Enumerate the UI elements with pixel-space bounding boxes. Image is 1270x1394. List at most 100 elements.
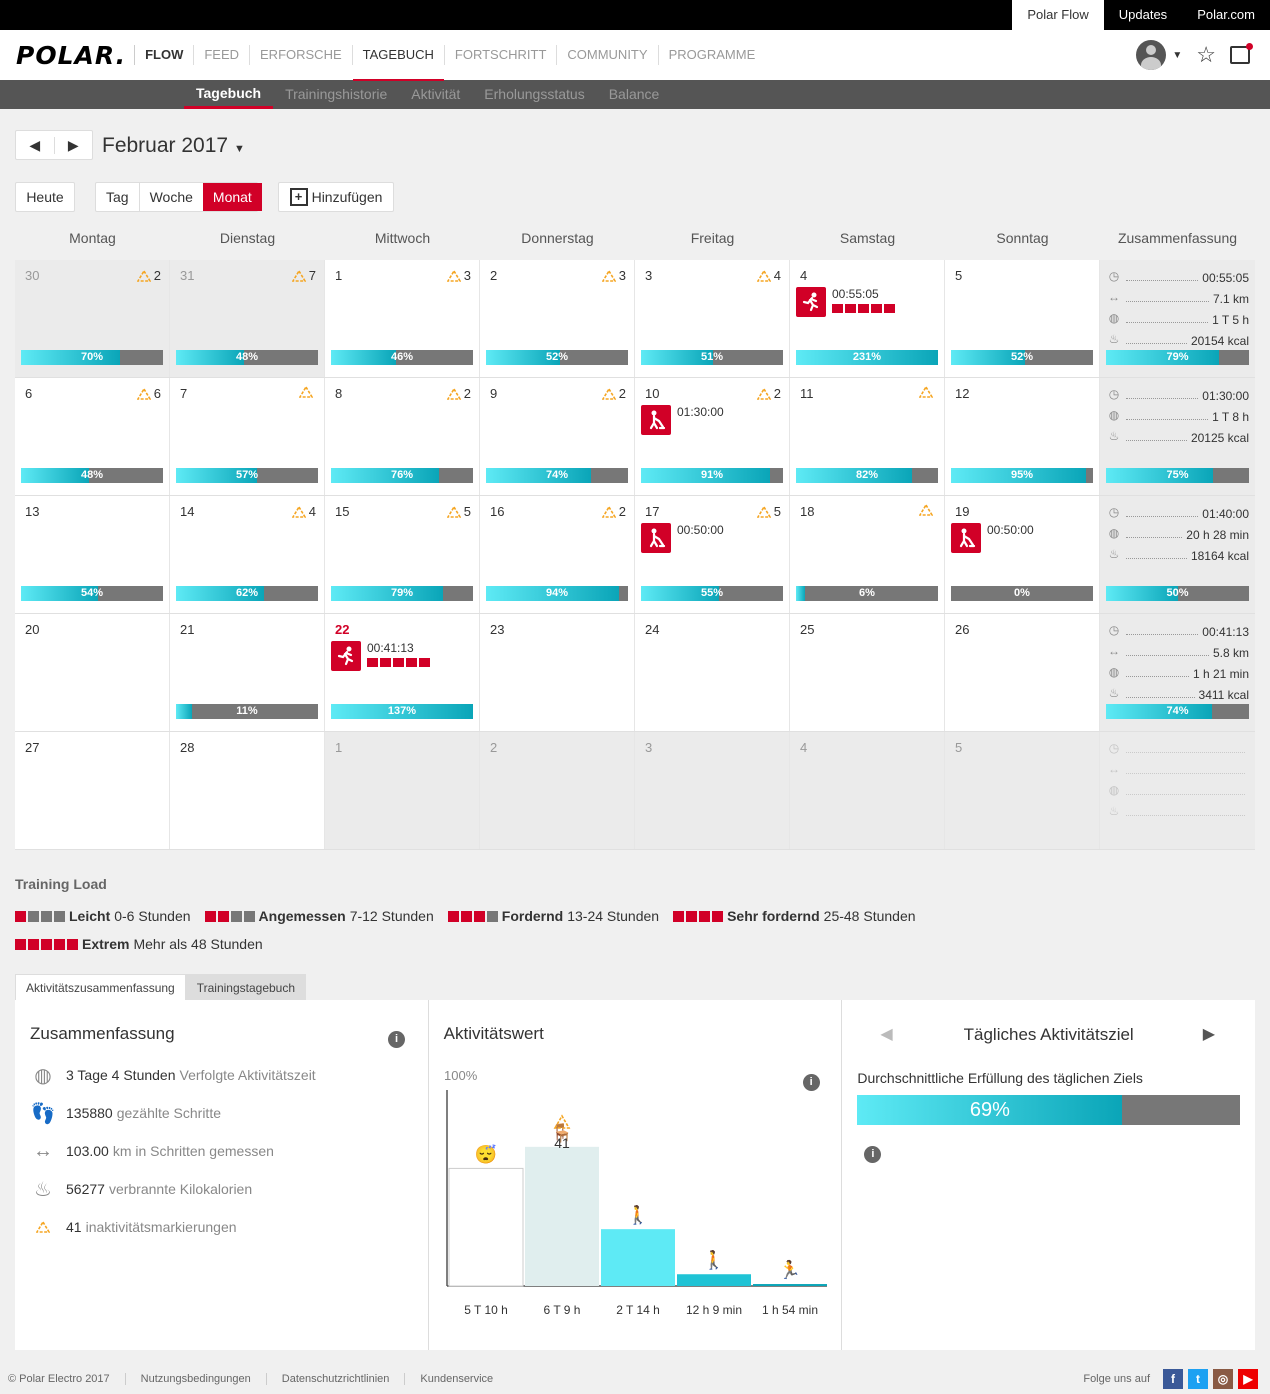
calendar-day[interactable]: 28 xyxy=(170,732,325,849)
view-day-button[interactable]: Tag xyxy=(106,189,129,205)
view-week-button[interactable]: Woche xyxy=(138,183,203,211)
nav-fortschritt[interactable]: FORTSCHRITT xyxy=(443,45,556,65)
hockey-icon xyxy=(641,523,671,553)
legend-level: Fordernd xyxy=(501,908,564,924)
day-number: 21 xyxy=(180,622,195,637)
calendar-day[interactable]: 3 4 51% xyxy=(635,260,790,377)
summary-item: 👣 135880 gezählte Schritte xyxy=(30,1094,316,1132)
next-month-button[interactable]: ▶ xyxy=(67,136,79,153)
training-load-legend: Training Load Leicht 0-6 Stunden Angemesse… xyxy=(15,876,1255,958)
notifications-icon[interactable] xyxy=(1230,43,1253,64)
calendar-day[interactable]: 3 xyxy=(635,732,790,849)
prev-month-button[interactable]: ◀ xyxy=(16,136,55,154)
training-session[interactable]: 00:50:00 xyxy=(951,523,1034,553)
subnav-aktivitaet[interactable]: Aktivität xyxy=(411,86,461,102)
calendar-day[interactable]: 21 11% xyxy=(170,614,325,731)
calendar-day[interactable]: 6 6 48% xyxy=(15,378,170,495)
subnav-trainingshistorie[interactable]: Trainingshistorie xyxy=(285,86,388,102)
calendar-day[interactable]: 12 95% xyxy=(945,378,1100,495)
nav-community[interactable]: COMMUNITY xyxy=(556,45,657,65)
calendar-day[interactable]: 1 xyxy=(325,732,480,849)
activity-bar-label: 2 T 14 h xyxy=(616,1303,660,1317)
flame-icon: ♨ xyxy=(1108,429,1120,443)
next-goal-button[interactable]: ▶ xyxy=(1202,1026,1216,1043)
training-session[interactable]: 01:30:00 xyxy=(641,405,724,435)
calendar-day[interactable]: 7 57% xyxy=(170,378,325,495)
calendar-day[interactable]: 26 xyxy=(945,614,1100,731)
inactivity-count: 2 xyxy=(618,504,626,519)
nav-erforsche[interactable]: ERFORSCHE xyxy=(249,45,352,65)
facebook-icon[interactable]: f xyxy=(1163,1369,1183,1389)
calendar-day[interactable]: 4 xyxy=(790,732,945,849)
calendar-day[interactable]: 9 2 74% xyxy=(480,378,635,495)
user-menu[interactable]: ▼ xyxy=(1136,40,1182,70)
training-session[interactable]: 00:50:00 xyxy=(641,523,724,553)
star-icon[interactable]: ☆ xyxy=(1196,42,1216,67)
calendar-day[interactable]: 11 82% xyxy=(790,378,945,495)
calendar-day[interactable]: 2 xyxy=(480,732,635,849)
youtube-icon[interactable]: ▶ xyxy=(1238,1369,1258,1389)
terms-link[interactable]: Nutzungsbedingungen xyxy=(124,1373,266,1385)
calendar-day[interactable]: 19 00:50:00 0% xyxy=(945,496,1100,613)
calendar-day[interactable]: 25 xyxy=(790,614,945,731)
tab-trainingstagebuch[interactable]: Trainingstagebuch xyxy=(185,974,307,1003)
privacy-link[interactable]: Datenschutzrichtlinien xyxy=(265,1373,405,1385)
calendar-day[interactable]: 30 2 70% xyxy=(15,260,170,377)
flow-brand-link[interactable]: FLOW xyxy=(134,45,193,65)
day-number: 2 xyxy=(490,740,498,755)
nav-programme[interactable]: PROGRAMME xyxy=(657,45,766,65)
info-icon[interactable]: i xyxy=(388,1031,405,1048)
subnav-balance[interactable]: Balance xyxy=(608,86,660,102)
subnav-erholungsstatus[interactable]: Erholungsstatus xyxy=(484,86,585,102)
summary-value: 1 h 21 min xyxy=(1192,667,1249,681)
calendar-day[interactable]: 17 5 00:50:00 55% xyxy=(635,496,790,613)
prev-goal-button[interactable]: ◀ xyxy=(880,1026,893,1043)
avatar[interactable] xyxy=(1136,40,1167,70)
view-month-button[interactable]: Monat xyxy=(202,183,262,211)
calendar-day[interactable]: 5 52% xyxy=(945,260,1100,377)
info-icon[interactable]: i xyxy=(864,1146,882,1163)
calendar-day[interactable]: 23 xyxy=(480,614,635,731)
calendar-day[interactable]: 27 xyxy=(15,732,170,849)
instagram-icon[interactable]: ◎ xyxy=(1213,1369,1233,1389)
legend-level: Sehr fordernd xyxy=(727,908,820,924)
distance-icon: ↔ xyxy=(33,1139,53,1162)
calendar-day[interactable]: 4 00:55:05 231% xyxy=(790,260,945,377)
updates-link[interactable]: Updates xyxy=(1118,7,1168,22)
polar-logo[interactable]: POLAR. xyxy=(16,40,127,70)
polar-flow-link[interactable]: Polar Flow xyxy=(1012,0,1104,30)
today-button[interactable]: Heute xyxy=(15,182,75,212)
nav-feed[interactable]: FEED xyxy=(193,45,249,65)
subnav-tagebuch[interactable]: Tagebuch xyxy=(184,80,274,109)
calendar-day[interactable]: 16 2 94% xyxy=(480,496,635,613)
add-button[interactable]: + Hinzufügen xyxy=(278,182,394,212)
activity-goal-bar: 94% xyxy=(486,586,628,601)
training-session[interactable]: 00:41:13 xyxy=(331,641,430,671)
calendar-day[interactable]: 15 5 79% xyxy=(325,496,480,613)
tab-aktivitaetszusammenfassung[interactable]: Aktivitätszusammenfassung xyxy=(15,974,186,1003)
polar-com-link[interactable]: Polar.com xyxy=(1197,7,1255,22)
month-title: Februar 2017 xyxy=(102,134,229,157)
goal-title: Tägliches Aktivitätsziel xyxy=(963,1025,1134,1044)
calendar-day[interactable]: 22 00:41:13 137% xyxy=(325,614,480,731)
month-selector[interactable]: Februar 2017 ▼ xyxy=(102,134,245,158)
calendar-day[interactable]: 31 7 48% xyxy=(170,260,325,377)
info-icon[interactable]: i xyxy=(802,1074,820,1091)
calendar-day[interactable]: 8 2 76% xyxy=(325,378,480,495)
calendar-day[interactable]: 13 54% xyxy=(15,496,170,613)
calendar-day[interactable]: 1 3 46% xyxy=(325,260,480,377)
training-session[interactable]: 00:55:05 xyxy=(796,287,895,317)
inactivity-marker: 2 xyxy=(136,268,161,283)
calendar-day[interactable]: 14 4 62% xyxy=(170,496,325,613)
twitter-icon[interactable]: t xyxy=(1188,1369,1208,1389)
calendar-day[interactable]: 10 2 01:30:00 91% xyxy=(635,378,790,495)
calendar-day[interactable]: 24 xyxy=(635,614,790,731)
inactivity-icon xyxy=(601,387,616,400)
calendar-day[interactable]: 20 xyxy=(15,614,170,731)
calendar-day[interactable]: 2 3 52% xyxy=(480,260,635,377)
distance-icon: ↔ xyxy=(1108,762,1120,776)
calendar-day[interactable]: 5 xyxy=(945,732,1100,849)
calendar-day[interactable]: 18 6% xyxy=(790,496,945,613)
support-link[interactable]: Kundenservice xyxy=(404,1373,508,1385)
nav-tagebuch[interactable]: TAGEBUCH xyxy=(351,45,445,81)
